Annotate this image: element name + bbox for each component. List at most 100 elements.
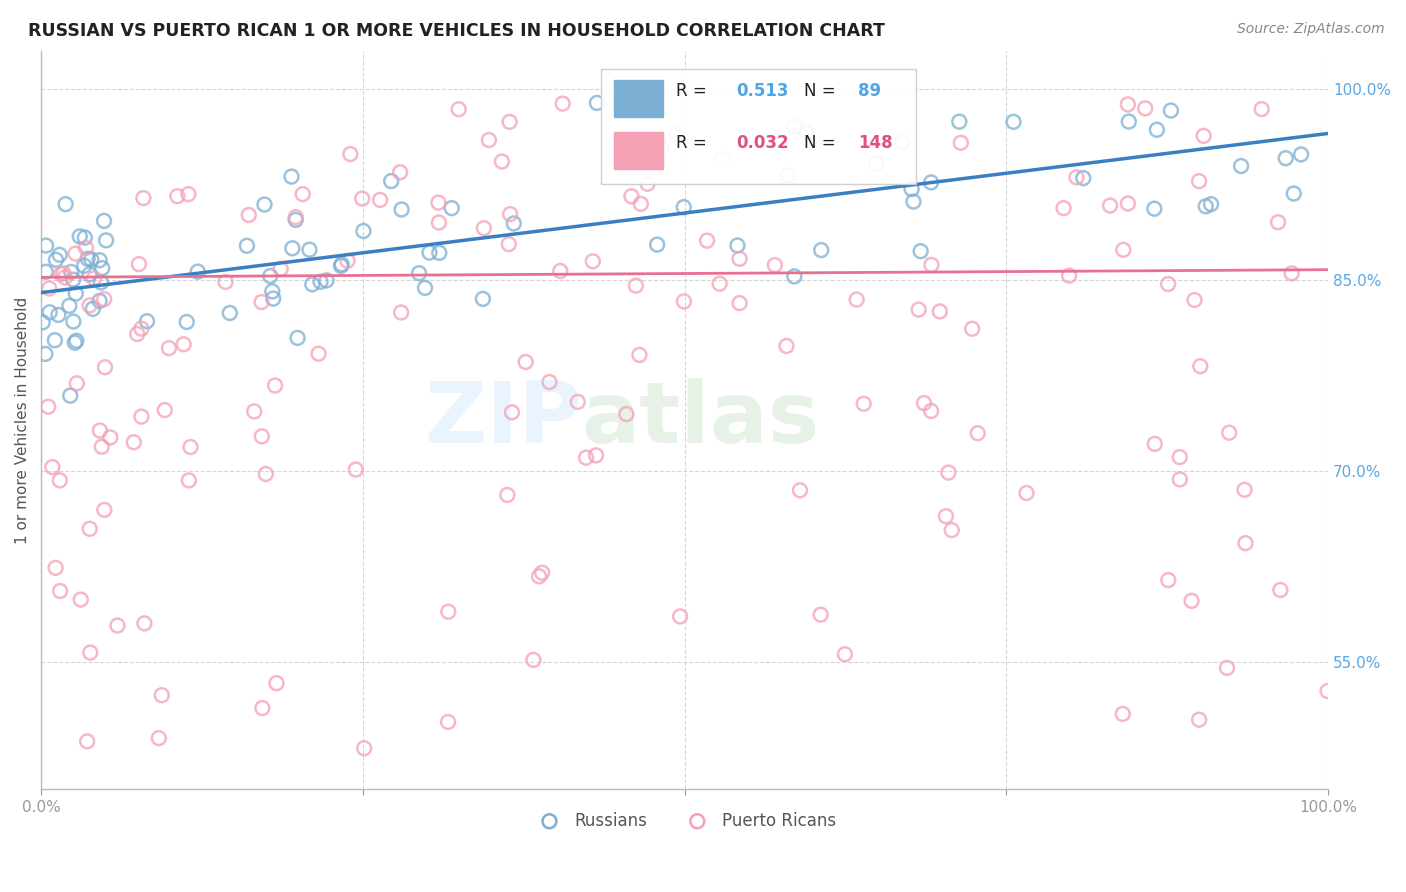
Text: RUSSIAN VS PUERTO RICAN 1 OR MORE VEHICLES IN HOUSEHOLD CORRELATION CHART: RUSSIAN VS PUERTO RICAN 1 OR MORE VEHICL… [28,22,884,40]
Point [1230,159,1253,173]
Point [301,277,323,292]
Point [243,404,266,418]
Point [501,405,523,419]
Point [298,243,321,257]
Point [665,128,688,142]
Point [79,298,101,312]
Point [330,257,353,271]
Point [502,217,524,231]
FancyBboxPatch shape [614,132,662,169]
Point [938,466,960,480]
Point [1192,128,1215,143]
Point [522,653,544,667]
Point [280,169,302,184]
Point [496,488,519,502]
Point [567,395,589,409]
Point [775,339,797,353]
Point [789,483,811,498]
Point [136,314,159,328]
Point [637,177,659,191]
Point [1188,713,1211,727]
Point [1143,202,1166,216]
Point [180,440,202,454]
Point [427,215,450,229]
Point [309,275,332,289]
Point [89,293,111,308]
Point [810,607,832,622]
Point [1116,97,1139,112]
Point [796,125,818,139]
Point [1066,170,1088,185]
Point [920,175,942,189]
Point [132,191,155,205]
Point [907,302,929,317]
Point [834,647,856,661]
Point [1157,573,1180,587]
Point [127,326,149,341]
Text: 0.513: 0.513 [737,82,789,101]
Point [236,239,259,253]
Point [49,474,72,488]
Point [1184,293,1206,307]
Text: 89: 89 [859,82,882,101]
Point [1015,486,1038,500]
Text: R =: R = [676,82,706,101]
Point [218,306,240,320]
Point [90,276,112,290]
Point [437,605,460,619]
Point [645,237,668,252]
Point [83,271,105,285]
Point [82,301,104,316]
Point [728,252,751,266]
Point [418,245,440,260]
Point [55,197,77,211]
Point [948,114,970,128]
Y-axis label: 1 or more Vehicles in Household: 1 or more Vehicles in Household [15,296,30,543]
Point [66,376,89,391]
Point [447,102,470,116]
Point [1168,472,1191,486]
Point [1270,582,1292,597]
Point [1281,266,1303,280]
Point [1282,186,1305,201]
Point [38,305,60,319]
Point [515,355,537,369]
Point [166,189,188,203]
Point [727,238,749,252]
Point [37,400,59,414]
Point [262,292,284,306]
Point [315,273,337,287]
Point [353,741,375,756]
Point [900,182,922,196]
Point [150,688,173,702]
Point [62,272,84,286]
Point [44,333,66,347]
Point [427,195,450,210]
Point [1002,115,1025,129]
Point [49,584,72,599]
Point [1234,536,1257,550]
Point [308,347,330,361]
Point [1199,197,1222,211]
Point [45,561,67,575]
Point [1189,359,1212,374]
Point [254,467,277,481]
Point [38,281,60,295]
Text: N =: N = [804,134,837,153]
FancyBboxPatch shape [614,80,662,117]
Point [1071,171,1094,186]
Point [538,375,561,389]
Point [259,268,281,283]
Point [291,187,314,202]
Point [75,241,97,255]
Point [122,435,145,450]
Point [91,261,114,276]
Point [471,292,494,306]
Point [1168,450,1191,464]
Point [582,254,605,268]
Point [1052,201,1074,215]
Point [238,208,260,222]
Point [920,258,942,272]
Point [65,286,87,301]
Point [845,293,868,307]
